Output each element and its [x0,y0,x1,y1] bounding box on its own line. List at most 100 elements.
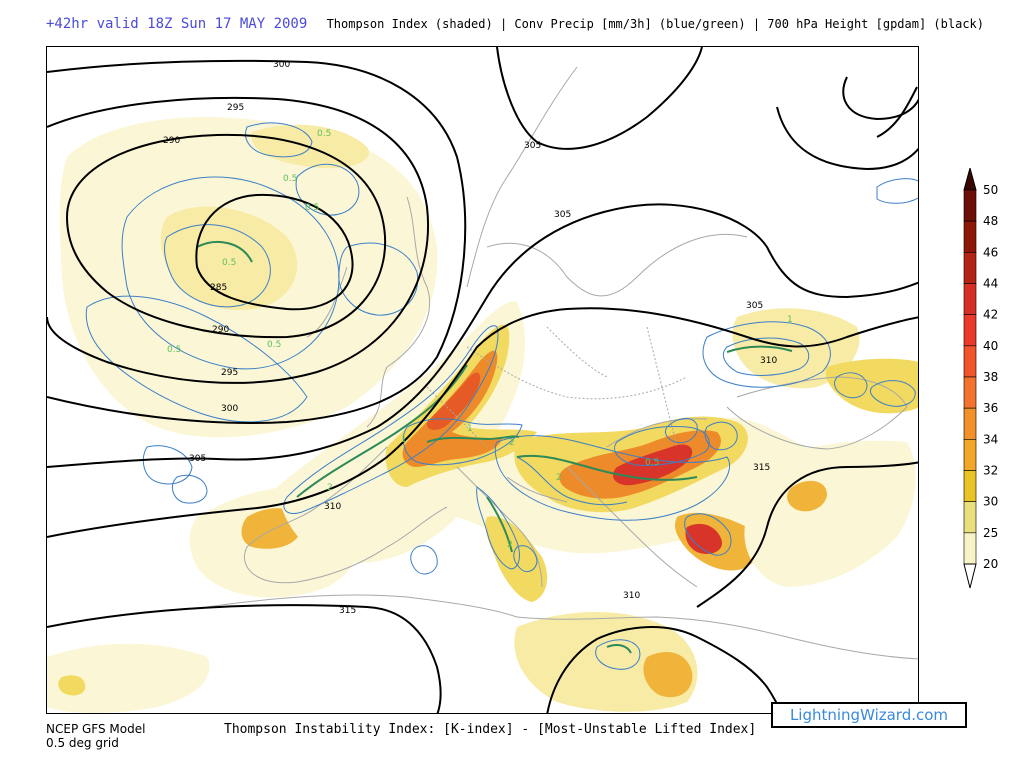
map-description: Thompson Index (shaded) | Conv Precip [m… [326,17,985,31]
height-label: 310 [324,502,341,512]
coast-italy [456,466,568,588]
precip-label: 0.5 [317,129,331,139]
thompson-shading [47,117,918,713]
model-name: NCEP GFS Model [46,722,146,736]
model-info: NCEP GFS Model 0.5 deg grid [46,722,145,750]
shade-region-turkey-orange [787,480,827,512]
colorbar-label: 48 [983,214,998,228]
contour-310 [47,307,918,538]
shade-region-central-band [277,301,877,567]
height-label: 295 [221,368,238,378]
height-label: 305 [189,454,206,464]
contour-300 [47,59,467,424]
height-label: 295 [227,103,244,113]
precip-atlantic [85,122,419,504]
height-label: 305 [554,210,571,220]
height-label: 300 [221,404,238,414]
shade-region-sahara-spot [58,675,86,696]
coast-africa [206,594,918,660]
contour-305-west [47,203,918,468]
coast-balkans [566,418,708,588]
coast-france-iberia [244,446,448,584]
valid-time: +42hr valid 18Z Sun 17 MAY 2009 [46,16,308,32]
map-header: +42hr valid 18Z Sun 17 MAY 2009 Thompson… [46,13,984,32]
precip-label: 2 [509,438,515,448]
conv-precip-contours [85,122,918,670]
height-label: 315 [753,463,770,473]
contour-labels: 300 295 290 285 290 295 300 305 305 305 … [163,60,777,616]
colorbar-swatch [963,376,977,409]
coast-blacksea [726,376,908,450]
precip-label: 0.5 [645,458,659,468]
coast-scandinavia [466,66,748,297]
country-borders [426,326,688,448]
grid-resolution: 0.5 deg grid [46,736,119,750]
colorbar-label: 38 [983,370,998,384]
height-label: 305 [524,141,541,151]
index-definition: Thompson Instability Index: [K-index] - … [224,722,757,737]
contour-285 [195,193,354,311]
colorbar-label: 25 [983,526,998,540]
colorbar-swatch [963,345,977,378]
colorbar: 50 48 46 44 42 40 38 36 34 32 30 25 20 [963,168,998,589]
precip-label: 0.5 [305,203,319,213]
colorbar-label: 42 [983,308,998,322]
precip-label: 2 [507,540,513,550]
shade-region-alps-red [426,372,481,430]
colorbar-swatch [963,470,977,502]
colorbar-label: 44 [983,277,998,291]
precip-central [283,325,738,575]
height-label: 285 [210,283,227,293]
precip-labels: 0.5 0.5 0.5 0.5 0.5 0.5 1 1 2 2 2 1 0.5 … [167,129,793,550]
precip-label: 0.5 [167,345,181,355]
height-label: 290 [163,136,180,146]
shade-region-greece-red [685,523,723,554]
site-logo[interactable]: LightningWizard.com [771,702,967,728]
height-label: 290 [212,325,229,335]
height-label: 310 [760,356,777,366]
precip-label: 2 [327,483,333,493]
colorbar-swatch [963,252,977,284]
colorbar-swatch [963,189,977,222]
colorbar-label: 50 [983,183,998,197]
colorbar-label: 46 [983,245,998,259]
colorbar-label: 36 [983,401,998,415]
shade-region-libya-orange [643,652,693,698]
shade-region-turkey [744,440,916,587]
colorbar-label: 30 [983,495,998,509]
colorbar-labels: 50 48 46 44 42 40 38 36 34 32 30 25 20 [983,183,998,571]
colorbar-label: 40 [983,339,998,353]
colorbar-top-arrow [963,168,977,191]
contour-290 [65,133,387,339]
height-label: 315 [339,606,356,616]
precip-label: 1 [401,435,407,445]
coastlines [206,66,918,660]
colorbar-label: 32 [983,464,998,478]
precip-label: 1 [787,315,793,325]
colorbar-swatch [963,314,977,347]
height-label: 300 [273,60,290,70]
contour-295 [47,96,429,384]
colorbar-swatches [963,189,977,565]
shade-region-sahara [47,643,210,713]
precip-label: 0.5 [283,174,297,184]
shade-region-italy-south [485,516,548,602]
colorbar-swatch [963,532,977,565]
shade-region-atlantic-core [160,206,298,311]
colorbar-swatch [963,407,977,440]
height-label: 305 [746,301,763,311]
colorbar-swatch [963,283,977,315]
precip-label: 0.5 [267,340,281,350]
colorbar-label: 34 [983,432,998,446]
contour-east-edge [876,86,918,138]
height-contours [47,47,918,713]
weather-map: 300 295 290 285 290 295 300 305 305 305 … [46,46,919,714]
colorbar-swatch [963,439,977,471]
colorbar-label: 20 [983,557,998,571]
contour-north-east [776,76,918,171]
colorbar-bottom-arrow [963,563,977,589]
contour-305-north [496,47,703,150]
contour-315 [47,461,918,713]
colorbar-swatch [963,220,977,253]
contour-310-south [546,626,783,713]
